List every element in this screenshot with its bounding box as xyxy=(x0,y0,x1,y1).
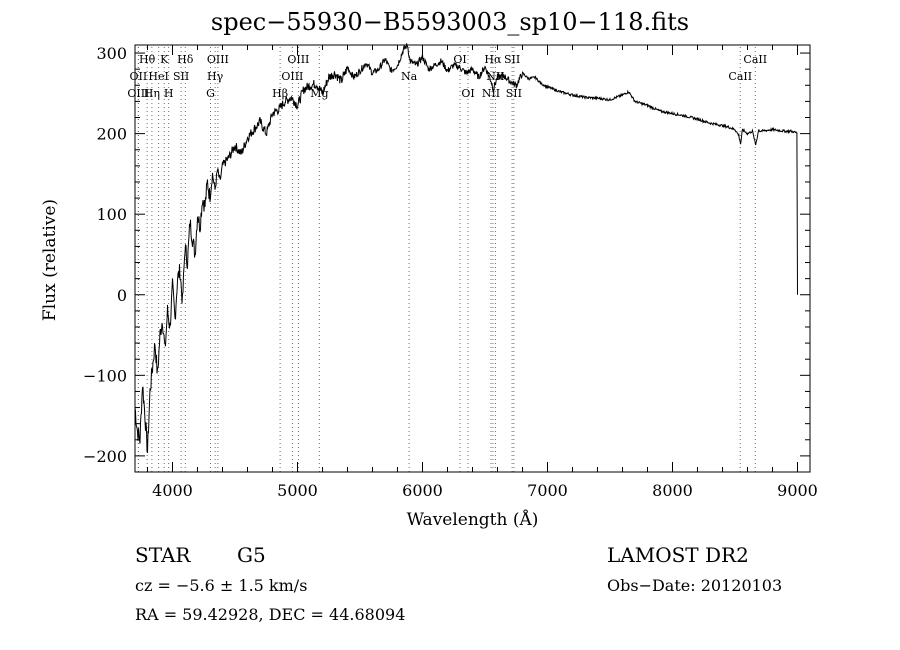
line-label-20: G xyxy=(206,87,215,100)
velocity-readout: cz = −5.6 ± 1.5 km/s xyxy=(135,576,308,595)
x-tick-label-0: 4000 xyxy=(152,481,193,500)
line-label-18: Hη xyxy=(144,87,160,100)
coordinates-readout: RA = 59.42928, DEC = 44.68094 xyxy=(135,605,406,624)
x-tick-label-2: 6000 xyxy=(402,481,443,500)
line-label-13: OIII xyxy=(281,70,303,83)
plot-frame xyxy=(134,44,811,473)
object-class: STAR xyxy=(135,543,191,567)
line-label-3: OIII xyxy=(207,53,229,66)
spectral-line-markers xyxy=(137,47,756,472)
spectrum-series xyxy=(134,43,798,453)
y-tick-label-2: 0 xyxy=(117,286,127,305)
x-tick-label-5: 9000 xyxy=(777,481,818,500)
observation-date: Obs−Date: 20120103 xyxy=(607,576,783,595)
line-label-1: K xyxy=(160,53,169,66)
line-label-6: Hα xyxy=(484,53,502,66)
line-label-23: OI xyxy=(461,87,474,100)
x-tick-label-1: 5000 xyxy=(277,481,318,500)
line-label-0: Hθ xyxy=(139,53,156,66)
y-tick-label-3: 100 xyxy=(96,205,127,224)
y-axis-ticks: −200 −100 0 100 200 300 xyxy=(83,44,810,466)
survey-name: LAMOST DR2 xyxy=(607,543,749,567)
line-label-21: Hβ xyxy=(272,87,288,100)
chart-title: spec−55930−B5593003_sp10−118.fits xyxy=(210,8,690,36)
line-label-11: SII xyxy=(173,70,189,83)
line-label-15: NII xyxy=(486,70,504,83)
line-label-16: CaII xyxy=(728,70,752,83)
y-tick-label-0: −200 xyxy=(83,447,127,466)
y-tick-label-4: 200 xyxy=(96,125,127,144)
line-label-17: OIII xyxy=(127,87,149,100)
line-label-8: CaII xyxy=(743,53,767,66)
y-tick-label-1: −100 xyxy=(83,366,127,385)
line-label-5: OI xyxy=(453,53,466,66)
x-axis-ticks: 4000 5000 6000 7000 8000 9000 xyxy=(147,45,818,500)
line-label-2: Hδ xyxy=(177,53,194,66)
line-label-14: Na xyxy=(401,70,418,83)
line-label-7: SII xyxy=(504,53,520,66)
y-axis-label: Flux (relative) xyxy=(40,198,60,322)
line-label-4: OIII xyxy=(287,53,309,66)
line-label-12: Hγ xyxy=(207,70,224,83)
line-label-10: HeI xyxy=(148,70,168,83)
line-label-24: NII xyxy=(482,87,500,100)
spectral-subclass: G5 xyxy=(237,543,266,567)
line-label-19: H xyxy=(164,87,174,100)
x-tick-label-4: 8000 xyxy=(652,481,693,500)
y-tick-label-5: 300 xyxy=(96,44,127,63)
x-tick-label-3: 7000 xyxy=(527,481,568,500)
line-label-9: OII xyxy=(130,70,148,83)
x-axis-label: Wavelength (Å) xyxy=(406,510,539,530)
line-label-25: SII xyxy=(506,87,522,100)
